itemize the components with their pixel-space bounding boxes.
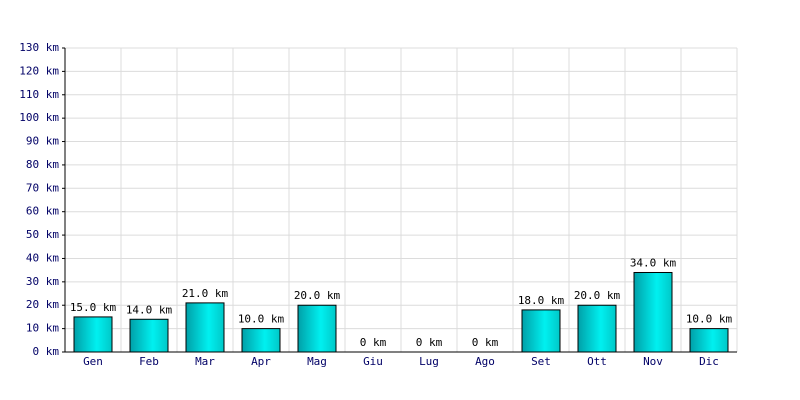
y-tick-label: 0 km xyxy=(33,345,60,358)
value-label: 10.0 km xyxy=(686,313,733,326)
bar xyxy=(129,318,169,353)
y-tick-label: 110 km xyxy=(19,88,59,101)
bar xyxy=(521,309,561,353)
value-label: 15.0 km xyxy=(70,301,117,314)
x-tick-label: Mag xyxy=(307,355,327,368)
bar xyxy=(241,328,281,353)
value-label: 14.0 km xyxy=(126,303,173,316)
value-label: 20.0 km xyxy=(294,289,341,302)
value-label: 18.0 km xyxy=(518,294,565,307)
x-tick-label: Lug xyxy=(419,355,439,368)
x-tick-label: Ott xyxy=(587,355,607,368)
value-label: 0 km xyxy=(472,336,499,349)
y-tick-label: 70 km xyxy=(26,181,59,194)
x-tick-label: Dic xyxy=(699,355,719,368)
x-tick-label: Feb xyxy=(139,355,159,368)
y-tick-label: 40 km xyxy=(26,251,59,264)
value-label: 0 km xyxy=(360,336,387,349)
value-label: 10.0 km xyxy=(238,313,285,326)
x-tick-label: Giu xyxy=(363,355,383,368)
y-tick-label: 20 km xyxy=(26,298,59,311)
x-tick-label: Gen xyxy=(83,355,103,368)
y-tick-label: 60 km xyxy=(26,205,59,218)
bar xyxy=(577,304,617,353)
y-tick-label: 50 km xyxy=(26,228,59,241)
bar xyxy=(297,304,337,353)
y-tick-label: 80 km xyxy=(26,158,59,171)
y-tick-label: 100 km xyxy=(19,111,59,124)
x-tick-label: Nov xyxy=(643,355,663,368)
bar xyxy=(633,271,673,353)
value-label: 34.0 km xyxy=(630,256,677,269)
value-label: 21.0 km xyxy=(182,287,229,300)
value-label: 20.0 km xyxy=(574,289,621,302)
y-tick-label: 30 km xyxy=(26,275,59,288)
x-tick-label: Mar xyxy=(195,355,215,368)
bar xyxy=(73,316,113,353)
x-tick-label: Ago xyxy=(475,355,495,368)
bar xyxy=(185,302,225,353)
y-tick-label: 10 km xyxy=(26,322,59,335)
x-tick-label: Apr xyxy=(251,355,271,368)
value-label: 0 km xyxy=(416,336,443,349)
x-tick-label: Set xyxy=(531,355,551,368)
y-tick-label: 130 km xyxy=(19,41,59,54)
bar xyxy=(689,328,729,353)
y-tick-label: 120 km xyxy=(19,64,59,77)
y-tick-label: 90 km xyxy=(26,135,59,148)
